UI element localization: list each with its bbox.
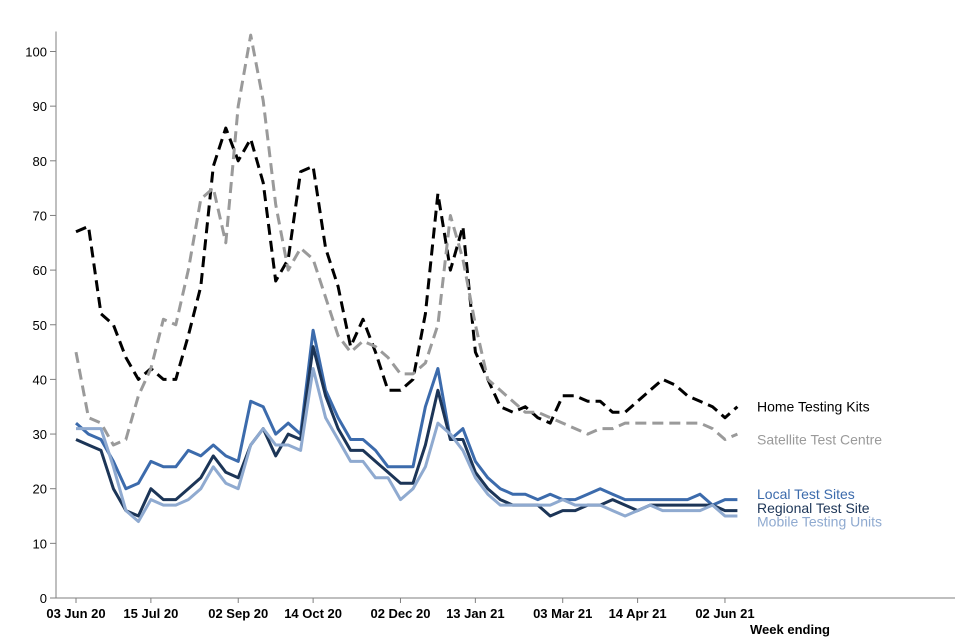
y-tick-label: 50 [33,318,47,333]
x-tick-label: 02 Dec 20 [370,606,430,621]
y-axis: 0 10 20 30 40 50 60 70 80 90 100 [25,31,57,606]
y-tick-label: 70 [33,208,47,223]
series-lines [74,33,739,523]
series-labels: Home Testing Kits Satellite Test Centre Lo… [757,399,882,530]
series-line-mobile-testing-units [76,367,738,523]
y-tick-label: 90 [33,99,47,114]
x-tick-label: 03 Mar 21 [533,606,592,621]
x-tick-label: 15 Jul 20 [123,606,178,621]
series-line-satellite-test-centre [74,33,738,447]
y-tick-label: 10 [33,536,47,551]
y-tick-label: 0 [40,591,47,606]
y-tick-label: 100 [25,45,47,60]
series-label-regional-test-site: Regional Test Site [757,500,870,516]
x-axis: 03 Jun 20 15 Jul 20 02 Sep 20 14 Oct 20 02 D… [46,597,955,621]
series-label-mobile-testing-units: Mobile Testing Units [757,513,882,529]
series-line-regional-test-site [75,345,738,518]
x-tick-label: 14 Oct 20 [284,606,342,621]
series-label-satellite-test-centre: Satellite Test Centre [757,432,882,448]
x-tick-label: 03 Jun 20 [46,606,105,621]
y-tick-label: 30 [33,427,47,442]
x-tick-label: 14 Apr 21 [609,606,667,621]
series-label-local-test-sites: Local Test Sites [757,486,855,502]
series-line-home-testing-kits [75,126,739,425]
y-tick-label: 80 [33,154,47,169]
y-tick-label: 60 [33,263,47,278]
y-tick-label: 40 [33,372,47,387]
series-label-home-testing-kits: Home Testing Kits [757,399,870,415]
x-tick-label: 13 Jan 21 [446,606,505,621]
y-tick-label: 20 [33,482,47,497]
x-tick-label: 02 Sep 20 [208,606,268,621]
series-line-local-test-sites [75,328,738,507]
x-tick-label: 02 Jun 21 [695,606,754,621]
x-axis-title: Week ending [750,622,830,637]
